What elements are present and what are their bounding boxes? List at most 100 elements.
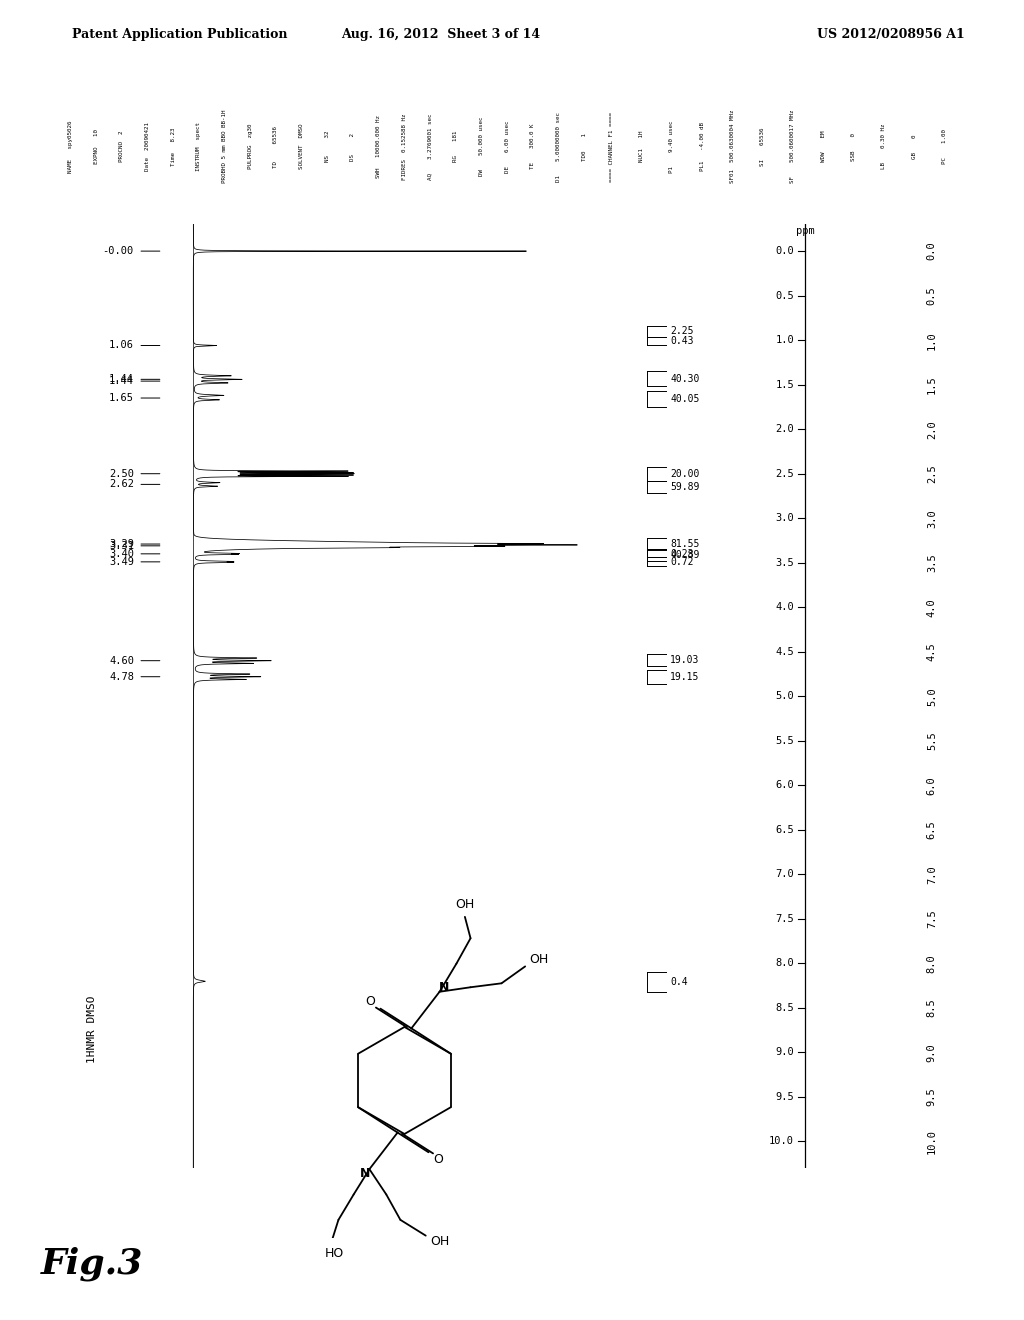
Text: RG    181: RG 181 xyxy=(454,131,458,162)
Text: SSB    0: SSB 0 xyxy=(851,132,856,161)
Text: O: O xyxy=(366,995,375,1008)
Text: HO: HO xyxy=(325,1247,344,1261)
Text: 2.25: 2.25 xyxy=(670,326,693,337)
Text: TD     65536: TD 65536 xyxy=(273,125,279,168)
Text: 6.0: 6.0 xyxy=(775,780,794,791)
Text: 7.0: 7.0 xyxy=(927,865,937,884)
Text: PC    1.00: PC 1.00 xyxy=(942,129,947,164)
Text: 0.5: 0.5 xyxy=(775,290,794,301)
Text: 7.5: 7.5 xyxy=(775,913,794,924)
Text: 2.0: 2.0 xyxy=(927,420,937,438)
Text: EXPNO   10: EXPNO 10 xyxy=(93,129,98,164)
Text: 40.30: 40.30 xyxy=(670,374,699,384)
Text: Date  20090421: Date 20090421 xyxy=(145,121,150,172)
Text: SWH   10000.000 Hz: SWH 10000.000 Hz xyxy=(376,115,381,178)
Text: OH: OH xyxy=(456,898,474,911)
Text: N: N xyxy=(439,981,450,994)
Text: 59.89: 59.89 xyxy=(670,482,699,492)
Text: 2.62: 2.62 xyxy=(109,479,134,490)
Text: 3.5: 3.5 xyxy=(927,553,937,572)
Text: 10.0: 10.0 xyxy=(769,1137,794,1147)
Text: 2.5: 2.5 xyxy=(927,465,937,483)
Text: INSTRUM  spect: INSTRUM spect xyxy=(197,121,202,172)
Text: NS     32: NS 32 xyxy=(325,131,330,162)
Text: 3.0: 3.0 xyxy=(927,508,937,528)
Text: 3.40: 3.40 xyxy=(109,549,134,558)
Text: DS     2: DS 2 xyxy=(350,132,355,161)
Text: 9.5: 9.5 xyxy=(775,1092,794,1102)
Text: 3.49: 3.49 xyxy=(109,557,134,566)
Text: US 2012/0208956 A1: US 2012/0208956 A1 xyxy=(817,28,965,41)
Text: 40.05: 40.05 xyxy=(670,393,699,404)
Text: FIDRES  0.152588 Hz: FIDRES 0.152588 Hz xyxy=(401,114,407,180)
Text: 0.0: 0.0 xyxy=(927,242,937,260)
Text: 10.0: 10.0 xyxy=(927,1129,937,1154)
Text: 5.5: 5.5 xyxy=(927,731,937,750)
Text: 6.5: 6.5 xyxy=(927,821,937,840)
Text: Fig.3: Fig.3 xyxy=(41,1246,143,1282)
Text: 9.0: 9.0 xyxy=(927,1043,937,1061)
Text: 2.50: 2.50 xyxy=(109,469,134,479)
Text: 0.72: 0.72 xyxy=(670,557,693,566)
Text: 5.5: 5.5 xyxy=(775,735,794,746)
Text: PULPROG  zg30: PULPROG zg30 xyxy=(248,124,253,169)
Text: 0.4: 0.4 xyxy=(670,977,688,987)
Text: 6.0: 6.0 xyxy=(927,776,937,795)
Text: LB    0.30 Hz: LB 0.30 Hz xyxy=(882,124,887,169)
Text: P1    9.40 usec: P1 9.40 usec xyxy=(670,120,674,173)
Text: TE    300.0 K: TE 300.0 K xyxy=(530,124,536,169)
Text: D1    5.00000000 sec: D1 5.00000000 sec xyxy=(556,111,561,182)
Text: 3.29: 3.29 xyxy=(109,539,134,549)
Text: 2.5: 2.5 xyxy=(775,469,794,479)
Text: 1.5: 1.5 xyxy=(927,375,937,395)
Text: ppm: ppm xyxy=(796,226,814,236)
Text: WDW    EM: WDW EM xyxy=(821,131,825,162)
Text: 4.78: 4.78 xyxy=(109,672,134,681)
Text: 20.00: 20.00 xyxy=(670,469,699,479)
Text: SF    500.0600017 MHz: SF 500.0600017 MHz xyxy=(791,110,796,183)
Text: 1.44: 1.44 xyxy=(109,376,134,387)
Text: 5.0: 5.0 xyxy=(927,686,937,706)
Text: Time   8.23: Time 8.23 xyxy=(171,127,176,166)
Text: TD0    1: TD0 1 xyxy=(582,132,587,161)
Text: NUC1   1H: NUC1 1H xyxy=(639,131,644,162)
Text: OH: OH xyxy=(430,1234,450,1247)
Text: DE    6.00 usec: DE 6.00 usec xyxy=(505,120,510,173)
Text: 4.5: 4.5 xyxy=(775,647,794,657)
Text: 3.0: 3.0 xyxy=(775,513,794,523)
Text: AQ    3.2769001 sec: AQ 3.2769001 sec xyxy=(427,114,432,180)
Text: N: N xyxy=(359,1167,370,1180)
Text: 19.15: 19.15 xyxy=(670,672,699,681)
Text: 3.31: 3.31 xyxy=(109,541,134,550)
Text: 4.0: 4.0 xyxy=(927,598,937,616)
Text: PL1   -4.00 dB: PL1 -4.00 dB xyxy=(699,121,705,172)
Text: 1.44: 1.44 xyxy=(109,375,134,384)
Text: SI    65536: SI 65536 xyxy=(760,127,765,166)
Text: 4.60: 4.60 xyxy=(109,656,134,665)
Text: 1.5: 1.5 xyxy=(775,380,794,389)
Text: PROBHD 5 mm BBO BB-1H: PROBHD 5 mm BBO BB-1H xyxy=(222,110,227,183)
Text: 4.0: 4.0 xyxy=(775,602,794,612)
Text: 9.0: 9.0 xyxy=(775,1048,794,1057)
Text: Patent Application Publication: Patent Application Publication xyxy=(72,28,287,41)
Text: 1.65: 1.65 xyxy=(109,393,134,403)
Text: 0.0: 0.0 xyxy=(775,246,794,256)
Text: SF01  500.0630004 MHz: SF01 500.0630004 MHz xyxy=(730,110,735,183)
Text: 1HNMR DMSO: 1HNMR DMSO xyxy=(87,995,97,1064)
Text: 81.55: 81.55 xyxy=(670,539,699,549)
Text: 5.0: 5.0 xyxy=(775,692,794,701)
Text: OH: OH xyxy=(529,953,549,966)
Text: PROCNO  2: PROCNO 2 xyxy=(120,131,124,162)
Text: 8.0: 8.0 xyxy=(775,958,794,969)
Text: O: O xyxy=(434,1152,443,1166)
Text: 1.0: 1.0 xyxy=(927,331,937,350)
Text: 8.0: 8.0 xyxy=(927,954,937,973)
Text: SOLVENT  DMSO: SOLVENT DMSO xyxy=(299,124,304,169)
Text: GB    0: GB 0 xyxy=(911,135,916,158)
Text: 1.0: 1.0 xyxy=(775,335,794,345)
Text: 2.0: 2.0 xyxy=(775,424,794,434)
Text: 8.5: 8.5 xyxy=(927,998,937,1018)
Text: 0.43: 0.43 xyxy=(670,337,693,346)
Text: 1.06: 1.06 xyxy=(109,341,134,351)
Text: Aug. 16, 2012  Sheet 3 of 14: Aug. 16, 2012 Sheet 3 of 14 xyxy=(341,28,540,41)
